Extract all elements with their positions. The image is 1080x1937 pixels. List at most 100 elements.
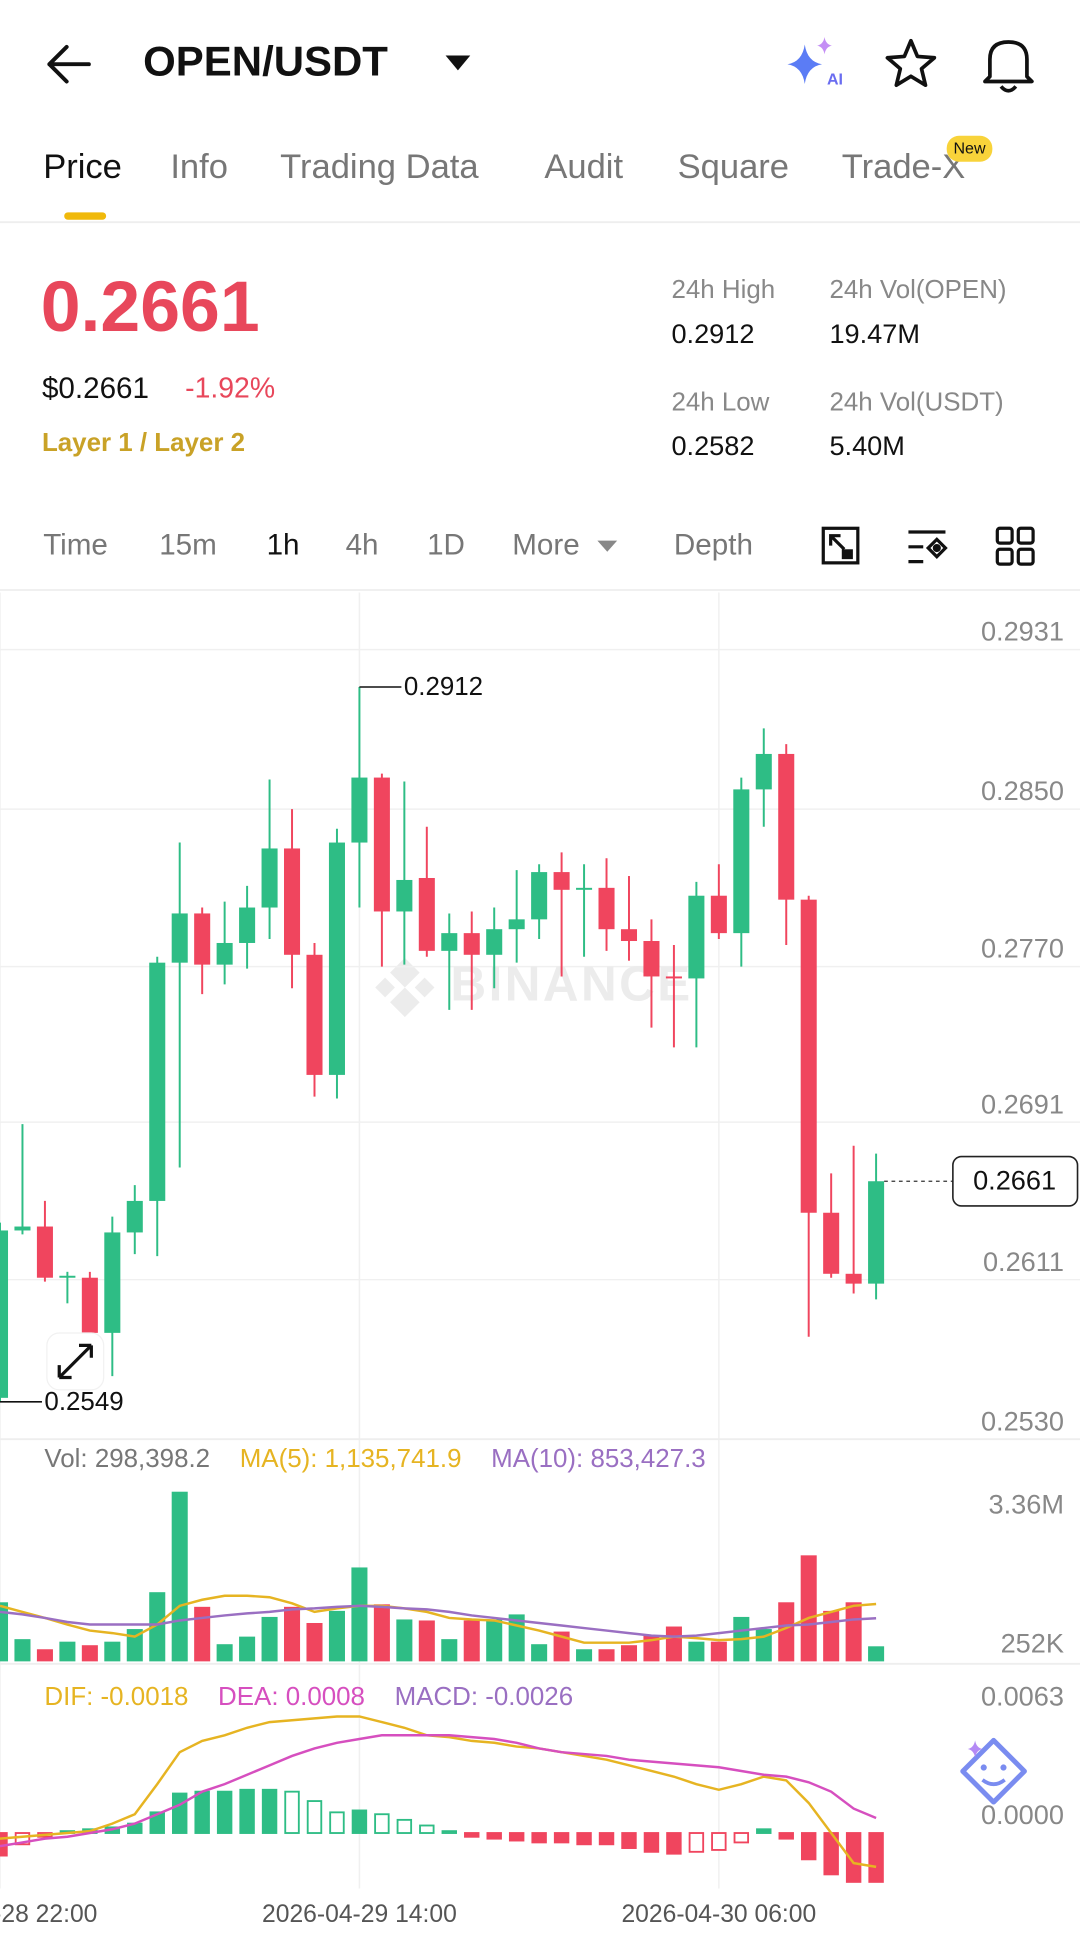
macd-bar	[441, 1830, 457, 1834]
stat-value: 5.40M	[829, 430, 904, 461]
alert-button[interactable]	[983, 40, 1034, 93]
candle-body	[59, 1275, 76, 1278]
stat-value: 0.2582	[671, 430, 754, 461]
macd-bar	[396, 1818, 413, 1834]
fullscreen-icon[interactable]	[821, 526, 860, 565]
volume-bar	[531, 1644, 548, 1662]
y-tick-label: 0.0063	[981, 1681, 1064, 1712]
macd-bar	[778, 1832, 794, 1840]
volume-bar	[823, 1610, 840, 1662]
volume-bar	[396, 1619, 413, 1662]
price-change: -1.92%	[185, 373, 275, 405]
candle-body	[643, 941, 660, 977]
macd-bar	[643, 1832, 660, 1853]
extreme-label: 0.2912	[404, 673, 483, 701]
extreme-label: 0.2549	[44, 1388, 123, 1416]
macd-bar	[598, 1832, 615, 1846]
candle-body	[688, 895, 705, 979]
x-tick-label: 2026-04-29 14:00	[262, 1901, 457, 1928]
back-button[interactable]	[47, 44, 91, 84]
volume-bar	[598, 1649, 615, 1662]
interval-option[interactable]: Depth	[674, 529, 753, 562]
expand-button[interactable]	[46, 1332, 105, 1391]
stat-label: 24h Vol(USDT)	[829, 388, 1003, 416]
candle-body	[0, 1230, 9, 1398]
layout-icon[interactable]	[995, 526, 1035, 566]
candle-body	[778, 753, 795, 900]
candle-body	[508, 919, 525, 930]
indicator-line	[0, 1604, 877, 1638]
volume-bar	[778, 1602, 795, 1662]
volume-bar	[171, 1491, 188, 1662]
candle-body	[328, 842, 345, 1075]
candle-body	[576, 887, 593, 890]
indicator-readout: MACD: -0.0026	[395, 1683, 574, 1711]
macd-bar	[756, 1828, 772, 1834]
tab[interactable]: Square	[678, 148, 789, 186]
tab[interactable]: Info	[170, 148, 228, 186]
favorite-button[interactable]	[885, 38, 937, 88]
y-tick-label: 0.2770	[981, 933, 1064, 964]
candle-body	[620, 929, 638, 942]
interval-option[interactable]: 1h	[267, 529, 300, 562]
y-tick-label: 0.2611	[983, 1246, 1064, 1277]
candle-body	[194, 913, 211, 965]
pair-title[interactable]: OPEN/USDT	[143, 37, 388, 84]
candle-body	[104, 1232, 121, 1333]
candle-body	[418, 877, 435, 951]
indicator-icon[interactable]	[908, 530, 948, 564]
candle-body	[486, 929, 503, 955]
volume-bar	[418, 1620, 435, 1662]
new-badge-label: New	[953, 140, 985, 158]
candle-body	[800, 899, 817, 1213]
pair-caret[interactable]	[445, 55, 471, 71]
volume-bar	[261, 1616, 278, 1662]
interval-option[interactable]: Time	[43, 529, 108, 562]
macd-bar	[800, 1832, 817, 1861]
macd-bar	[194, 1790, 210, 1834]
y-tick-label: 3.36M	[989, 1489, 1064, 1520]
macd-bar	[171, 1792, 188, 1834]
volume-bar	[373, 1604, 390, 1662]
interval-option[interactable]: 1D	[427, 529, 465, 562]
volume-bar	[328, 1610, 345, 1662]
volume-bar	[104, 1641, 121, 1662]
last-price: 0.2661	[41, 267, 260, 347]
indicator-readout: MA(10): 853,427.3	[491, 1445, 706, 1473]
macd-bar	[216, 1790, 233, 1834]
tab[interactable]: Trade-X	[842, 148, 966, 186]
candle-body	[665, 976, 682, 979]
tab-bar: Price Info Trading Data Audit Square Trade-XN…	[43, 135, 993, 186]
volume-bar	[81, 1645, 98, 1662]
macd-bar	[733, 1832, 750, 1844]
tab[interactable]: Trading Data	[280, 148, 479, 186]
volume-bar	[553, 1631, 570, 1662]
interval-option[interactable]: 15m	[159, 529, 217, 562]
volume-bar	[576, 1649, 593, 1662]
volume-bar	[845, 1602, 862, 1662]
ai-assistant-button[interactable]	[960, 1737, 1027, 1805]
interval-option[interactable]: 4h	[346, 529, 379, 562]
stats: 24h High 0.2912 24h Vol(OPEN) 19.47M 24h Low…	[671, 276, 1006, 461]
ai-button[interactable]: AI	[787, 37, 843, 88]
x-tick-label: 2026-04-28 22:00	[0, 1901, 97, 1928]
candle-body	[868, 1181, 885, 1284]
last-price-label: 0.2661	[973, 1165, 1056, 1196]
y-tick-label: 0.0000	[981, 1799, 1064, 1830]
watermark-logo	[375, 957, 435, 1018]
candle-body	[81, 1277, 98, 1333]
tab[interactable]: Price	[43, 148, 122, 186]
interval-option[interactable]: More	[512, 529, 579, 562]
volume-bar	[351, 1567, 368, 1662]
macd-bar	[419, 1824, 435, 1834]
candle-body	[396, 879, 413, 912]
category-tags[interactable]: Layer 1 / Layer 2	[42, 429, 245, 457]
indicator-readout: MA(5): 1,135,741.9	[240, 1445, 462, 1473]
tab[interactable]: Audit	[544, 148, 623, 186]
volume-bar	[0, 1602, 9, 1662]
y-tick-label: 0.2850	[981, 775, 1064, 806]
candle-body	[284, 848, 301, 955]
indicator-line	[0, 1594, 877, 1644]
volume-bar	[620, 1645, 638, 1662]
